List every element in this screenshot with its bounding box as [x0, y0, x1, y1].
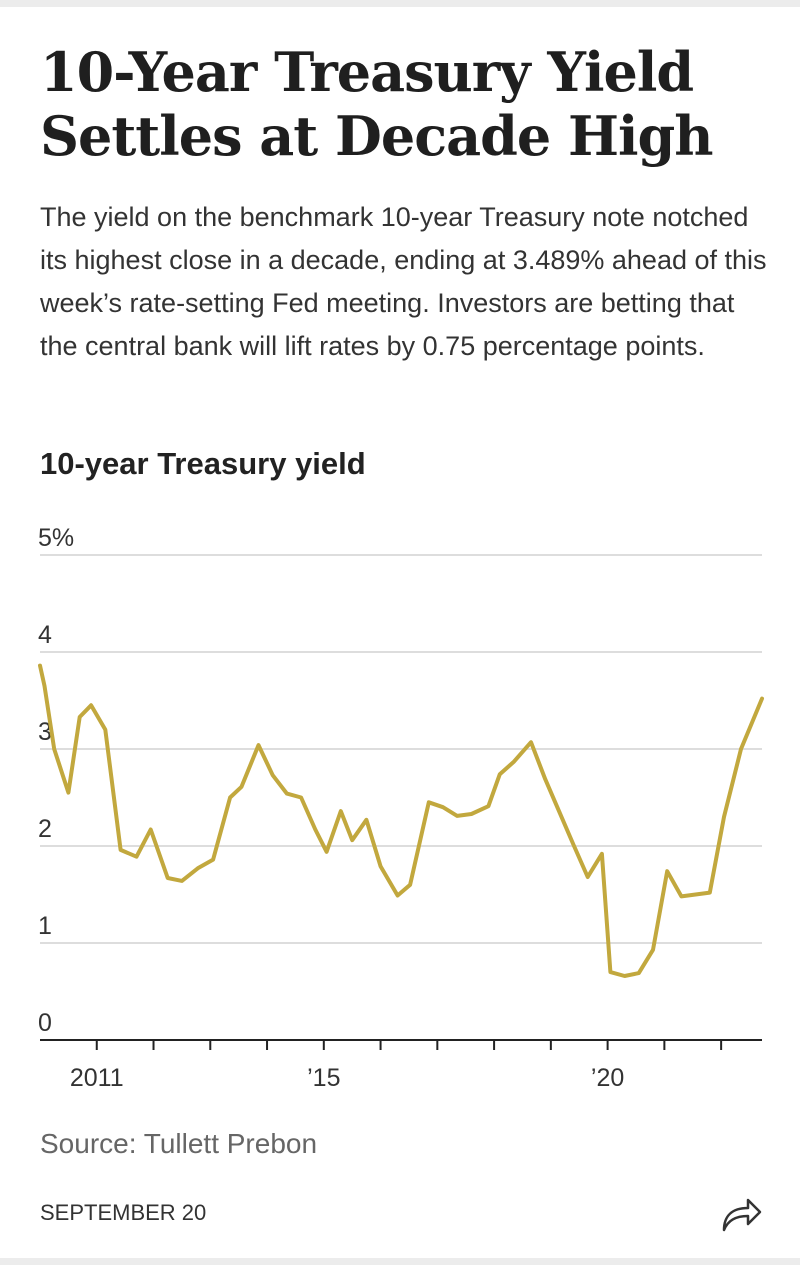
yield-line-chart: 0 1 2 3 4 5% 2011 ’15 ’20	[38, 524, 764, 1092]
publish-date: SEPTEMBER 20	[40, 1200, 207, 1225]
y-tick-label: 3	[38, 718, 52, 746]
share-arrow-icon	[722, 1198, 762, 1232]
y-tick-label: 0	[38, 1009, 52, 1037]
yield-series-line	[38, 663, 764, 978]
y-tick-label: 5%	[38, 524, 74, 552]
y-tick-label: 4	[38, 621, 52, 649]
x-tick-label: ’15	[307, 1064, 340, 1092]
top-divider	[0, 0, 800, 7]
headline: 10-Year Treasury Yield Settles at Decade…	[40, 40, 714, 168]
share-button[interactable]	[716, 1192, 764, 1236]
bottom-divider	[0, 1258, 800, 1265]
x-tick-label: 2011	[70, 1064, 124, 1092]
y-tick-label: 2	[38, 815, 52, 843]
x-tick-label: ’20	[591, 1064, 624, 1092]
dek-summary: The yield on the benchmark 10-year Treas…	[40, 202, 767, 361]
source-note: Source: Tullett Prebon	[40, 1128, 318, 1159]
y-tick-label: 1	[38, 912, 52, 940]
chart-title: 10-year Treasury yield	[40, 446, 366, 481]
